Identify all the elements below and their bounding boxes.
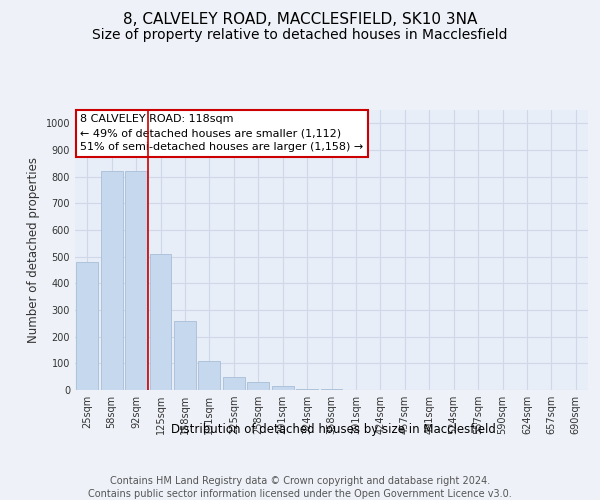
- Bar: [272, 386, 293, 390]
- Text: Distribution of detached houses by size in Macclesfield: Distribution of detached houses by size …: [170, 422, 496, 436]
- Text: Contains public sector information licensed under the Open Government Licence v3: Contains public sector information licen…: [88, 489, 512, 499]
- Text: Contains HM Land Registry data © Crown copyright and database right 2024.: Contains HM Land Registry data © Crown c…: [110, 476, 490, 486]
- Text: Size of property relative to detached houses in Macclesfield: Size of property relative to detached ho…: [92, 28, 508, 42]
- Bar: [149, 254, 172, 390]
- Bar: [199, 360, 220, 390]
- Text: 8, CALVELEY ROAD, MACCLESFIELD, SK10 3NA: 8, CALVELEY ROAD, MACCLESFIELD, SK10 3NA: [123, 12, 477, 28]
- Y-axis label: Number of detached properties: Number of detached properties: [27, 157, 40, 343]
- Bar: [174, 320, 196, 390]
- Bar: [247, 382, 269, 390]
- Bar: [223, 376, 245, 390]
- Bar: [125, 172, 147, 390]
- Bar: [76, 262, 98, 390]
- Bar: [296, 388, 318, 390]
- Bar: [320, 389, 343, 390]
- Bar: [101, 172, 122, 390]
- Text: 8 CALVELEY ROAD: 118sqm
← 49% of detached houses are smaller (1,112)
51% of semi: 8 CALVELEY ROAD: 118sqm ← 49% of detache…: [80, 114, 364, 152]
